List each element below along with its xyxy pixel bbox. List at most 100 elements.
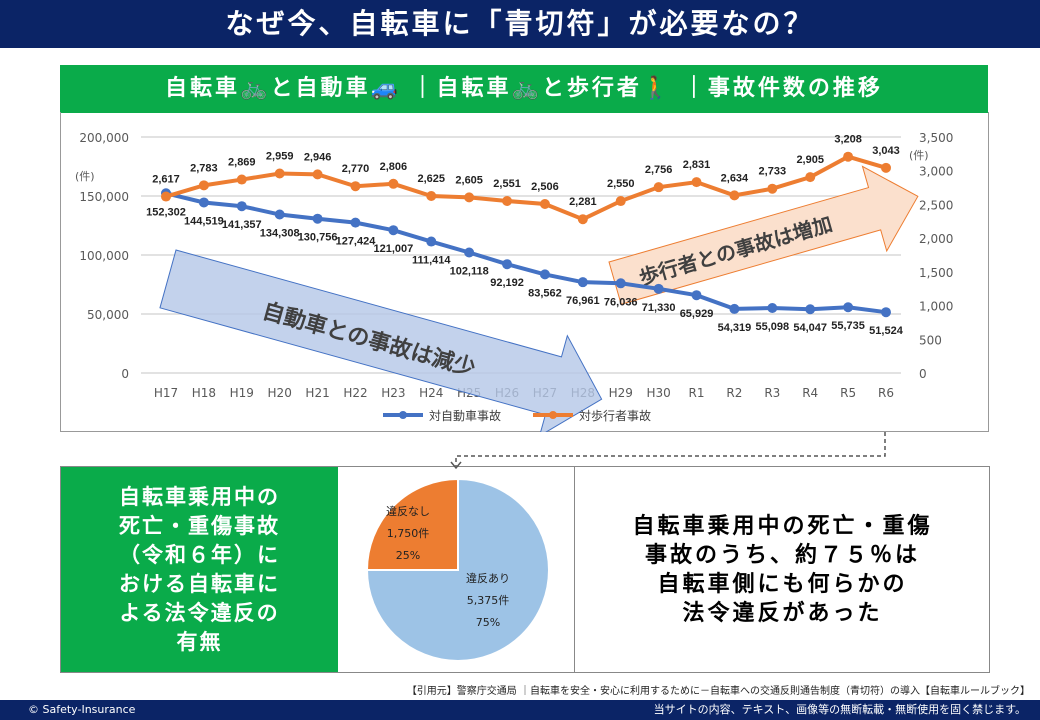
data-point (653, 182, 664, 193)
left-axis-unit: (件) (75, 170, 95, 183)
message-line: 自転車乗用中の死亡・重傷 (632, 513, 933, 539)
data-label: 2,733 (759, 166, 787, 178)
data-point (577, 214, 588, 225)
data-label: 65,929 (680, 308, 714, 320)
data-point (274, 209, 285, 220)
x-tick-label: H21 (305, 386, 329, 400)
data-label: 2,281 (569, 196, 597, 208)
left-tick-label: 0 (121, 367, 129, 381)
data-label: 2,634 (721, 172, 749, 184)
line-chart: 0 50,000 100,000 150,000 200,000 0 500 1,000 1,5… (75, 131, 953, 432)
data-label: 152,302 (146, 206, 186, 218)
data-point (691, 290, 702, 301)
data-point (464, 192, 475, 203)
arrow-shape (159, 249, 603, 432)
data-label: 92,192 (490, 277, 524, 289)
data-label: 76,036 (604, 296, 638, 308)
right-tick-label: 3,000 (919, 165, 953, 179)
data-label: 2,806 (380, 161, 408, 173)
data-label: 76,961 (566, 295, 600, 307)
data-label: 127,424 (336, 236, 377, 248)
page-title: なぜ今、自転車に「青切符」が必要なの？ (0, 0, 1040, 48)
data-point (805, 304, 816, 315)
x-tick-label: R1 (689, 386, 705, 400)
data-point (539, 269, 550, 280)
message-line: 自転車側にも何らかの (657, 571, 908, 597)
line-chart-panel: 0 50,000 100,000 150,000 200,000 0 500 1,000 1,5… (60, 112, 989, 432)
x-tick-label: R6 (878, 386, 894, 400)
x-tick-label: H18 (192, 386, 216, 400)
legend-marker (399, 411, 407, 419)
left-tick-label: 50,000 (87, 308, 129, 322)
pie-count: 5,375件 (467, 594, 510, 607)
data-label: 2,946 (304, 151, 332, 163)
data-point (767, 302, 778, 313)
data-label: 2,550 (607, 178, 635, 190)
data-point (805, 172, 816, 183)
series-line (165, 154, 887, 222)
x-tick-label: H23 (381, 386, 405, 400)
data-point (198, 197, 209, 208)
data-point (312, 213, 323, 224)
pie-slice (365, 477, 550, 662)
x-tick-label: R5 (840, 386, 856, 400)
message-line: 事故のうち、約７５％は (644, 542, 920, 568)
legend-marker (549, 411, 557, 419)
data-label: 3,208 (834, 134, 862, 146)
data-label: 55,098 (755, 321, 789, 333)
x-tick-label: R3 (764, 386, 780, 400)
data-point (615, 196, 626, 207)
pie-count: 1,750件 (387, 527, 430, 540)
pie-chart: 違反なし 1,750件 25% 違反あり 5,375件 75% (365, 477, 550, 662)
left-tick-label: 150,000 (79, 190, 129, 204)
data-label: 2,869 (228, 157, 256, 169)
data-label: 2,959 (266, 150, 294, 162)
source-citation: 【引用元】警察庁交通局 ｜自転車を安全・安心に利用するために－自転車への交通反則… (406, 686, 1030, 697)
label-line: 自転車乗用中の (119, 485, 280, 509)
data-point (236, 174, 247, 185)
data-point (388, 178, 399, 189)
data-label: 144,519 (184, 215, 224, 227)
x-tick-label: H20 (268, 386, 292, 400)
data-point (691, 177, 702, 188)
x-tick-label: H22 (343, 386, 367, 400)
data-point (426, 236, 437, 247)
pie-percent: 75% (476, 616, 500, 629)
data-point (653, 283, 664, 294)
data-point (843, 302, 854, 313)
pie-percent: 25% (396, 549, 420, 562)
data-point (729, 190, 740, 201)
data-label: 2,831 (683, 159, 711, 171)
right-tick-label: 500 (919, 333, 942, 347)
series-line (165, 191, 887, 315)
right-tick-label: 3,500 (919, 131, 953, 145)
data-label: 2,905 (796, 154, 824, 166)
data-label: 2,625 (417, 173, 445, 185)
decrease-arrow: 自動車との事故は減少 (159, 249, 603, 432)
data-point (350, 181, 361, 192)
data-label: 55,735 (831, 320, 865, 332)
x-tick-label: H29 (609, 386, 633, 400)
data-point (464, 247, 475, 258)
data-point (312, 169, 323, 180)
data-label: 2,770 (342, 163, 370, 175)
data-label: 51,524 (869, 325, 904, 337)
data-label: 121,007 (373, 243, 413, 255)
label-line: おける自転車に (119, 572, 280, 596)
data-point (426, 191, 437, 201)
data-point (388, 225, 399, 236)
x-tick-label: H17 (154, 386, 178, 400)
data-label: 2,756 (645, 164, 673, 176)
copyright: © Safety-Insurance (28, 703, 136, 716)
right-tick-label: 2,000 (919, 232, 953, 246)
data-label: 134,308 (260, 228, 300, 240)
chart-header: 自転車🚲と自動車🚙 ｜自転車🚲と歩行者🚶 ｜事故件数の推移 (60, 65, 988, 113)
data-label: 2,783 (190, 162, 218, 174)
data-point (502, 259, 513, 270)
usage-notice: 当サイトの内容、テキスト、画像等の無断転載・無断使用を固く禁じます。 (653, 703, 1026, 716)
data-point (767, 183, 778, 194)
data-point (729, 303, 740, 314)
data-label: 3,043 (872, 145, 900, 157)
summary-message: 自転車乗用中の死亡・重傷 事故のうち、約７５％は 自転車側にも何らかの 法令違反… (574, 467, 990, 672)
label-line: 死亡・重傷事故 (119, 514, 280, 538)
